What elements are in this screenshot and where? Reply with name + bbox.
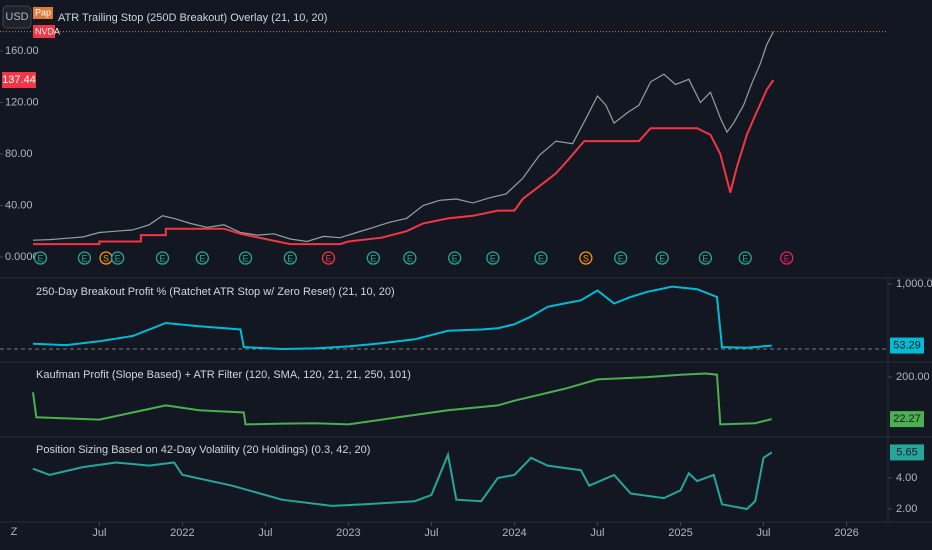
event-badge <box>579 251 593 265</box>
event-badge <box>780 251 794 265</box>
y-tick-label: 120.00 <box>5 96 39 108</box>
event-label: E <box>115 253 121 263</box>
event-label: E <box>407 253 413 263</box>
x-tick-label: 2024 <box>502 527 526 539</box>
last-value-label: 22.27 <box>893 413 921 425</box>
event-label: E <box>370 253 376 263</box>
event-label: E <box>659 253 665 263</box>
symbol-label: NVDA <box>35 26 60 36</box>
event-label: E <box>702 253 708 263</box>
last-value-label: 5.65 <box>896 446 917 458</box>
y-tick-label: 160.00 <box>5 45 39 57</box>
event-label: E <box>452 253 458 263</box>
last-value-box <box>890 444 924 461</box>
corner-label: Z <box>11 526 18 538</box>
event-label: E <box>784 253 790 263</box>
event-label: E <box>325 253 331 263</box>
event-badge <box>33 251 48 265</box>
y-tick-label: 0.0000 <box>5 251 39 263</box>
indicator-title: ATR Trailing Stop (250D Breakout) Overla… <box>58 12 327 24</box>
event-badge <box>366 251 380 265</box>
tag-label: Pap <box>35 7 51 17</box>
event-label: E <box>287 253 293 263</box>
last-value-box <box>2 72 36 89</box>
event-label: E <box>37 253 43 263</box>
y-tick-label: 2.00 <box>896 503 917 515</box>
event-badge <box>283 251 297 265</box>
event-label: S <box>103 253 109 263</box>
series-line <box>32 451 773 511</box>
series-line <box>32 372 773 426</box>
y-tick-label: 1,000.00 <box>896 278 932 290</box>
x-tick-label: 2025 <box>668 527 692 539</box>
event-badge <box>403 251 417 265</box>
event-label: E <box>159 253 165 263</box>
event-badge <box>448 251 462 265</box>
series-line <box>32 285 772 351</box>
x-tick-label: Jul <box>590 527 604 539</box>
event-label: E <box>242 253 248 263</box>
last-value-box <box>890 411 924 428</box>
event-badge <box>321 251 336 265</box>
event-badge <box>486 251 500 265</box>
event-label: E <box>538 253 544 263</box>
event-badge <box>534 251 548 265</box>
event-label: E <box>199 253 205 263</box>
series-line <box>33 79 775 246</box>
y-tick-label: 4.00 <box>896 472 917 484</box>
x-tick-label: 2022 <box>170 527 194 539</box>
event-badge <box>77 251 92 265</box>
currency: USD <box>5 11 28 23</box>
indicator-title: Position Sizing Based on 42-Day Volatili… <box>36 444 370 456</box>
x-tick-label: Jul <box>424 527 438 539</box>
event-label: S <box>583 253 589 263</box>
event-badge <box>738 251 752 265</box>
event-badge <box>111 251 125 265</box>
event-badge <box>195 251 209 265</box>
series-line <box>32 31 774 243</box>
event-badge <box>238 251 253 265</box>
indicator-title: 250-Day Breakout Profit % (Ratchet ATR S… <box>36 286 395 298</box>
last-value-label: 53.29 <box>893 339 921 351</box>
y-tick-label: 80.00 <box>5 148 33 160</box>
tag <box>33 7 53 19</box>
event-label: E <box>742 253 748 263</box>
last-value-label: 137.44 <box>2 74 36 86</box>
x-tick-label: Jul <box>92 527 106 539</box>
indicator-title: Kaufman Profit (Slope Based) + ATR Filte… <box>36 369 411 381</box>
y-tick-label: 40.00 <box>5 199 33 211</box>
event-badge <box>698 251 713 265</box>
last-value-box <box>890 337 924 354</box>
event-badge <box>655 251 669 265</box>
event-label: E <box>81 253 87 263</box>
x-tick-label: Jul <box>756 527 770 539</box>
event-label: E <box>618 253 624 263</box>
symbol-tag <box>33 25 55 38</box>
x-tick-label: 2023 <box>336 527 360 539</box>
event-badge <box>614 251 628 265</box>
y-tick-label: 200.00 <box>896 371 930 383</box>
currency-button[interactable] <box>2 5 32 29</box>
x-tick-label: 2026 <box>834 527 858 539</box>
event-badge <box>155 251 170 265</box>
event-label: E <box>490 253 496 263</box>
x-tick-label: Jul <box>258 527 272 539</box>
